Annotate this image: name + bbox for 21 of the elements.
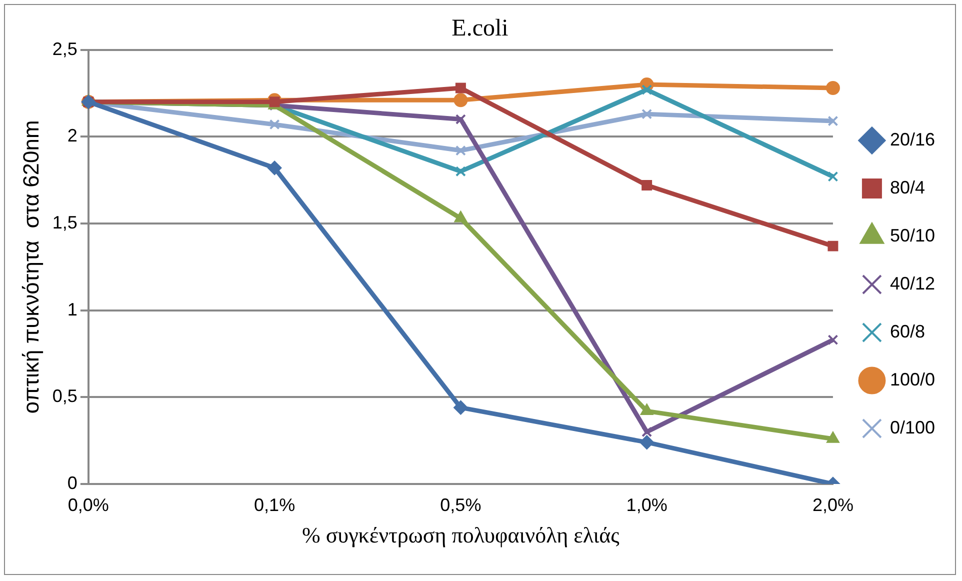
x-tick-label: 0,0% bbox=[68, 494, 109, 515]
legend-label: 60/8 bbox=[890, 321, 926, 342]
y-tick-label: 1,5 bbox=[52, 212, 78, 232]
x-tick-label: 1,0% bbox=[626, 494, 668, 515]
chart-title: E.coli bbox=[452, 16, 509, 42]
y-tick-label: 0,5 bbox=[52, 386, 78, 406]
x-tick-label: 0,1% bbox=[254, 494, 296, 515]
y-axis-title: οπτική πυκνότητα στα 620nm bbox=[18, 120, 44, 414]
x-axis-title: % συγκέντρωση πολυφαινόλη ελιάς bbox=[302, 522, 620, 548]
y-tick-label: 1 bbox=[67, 299, 78, 320]
x-tick-label: 0,5% bbox=[440, 494, 482, 515]
legend-label: 50/10 bbox=[890, 225, 936, 246]
y-tick-label: 2,5 bbox=[52, 38, 78, 59]
legend-label: 80/4 bbox=[890, 177, 926, 198]
y-tick-label: 0 bbox=[67, 472, 78, 493]
legend-label: 20/16 bbox=[890, 129, 936, 150]
x-tick-label: 2,0% bbox=[812, 494, 854, 515]
legend-label: 100/0 bbox=[890, 369, 936, 390]
legend-label: 40/12 bbox=[890, 273, 936, 294]
y-tick-label: 2 bbox=[67, 126, 78, 146]
legend-label: 0/100 bbox=[890, 417, 936, 438]
